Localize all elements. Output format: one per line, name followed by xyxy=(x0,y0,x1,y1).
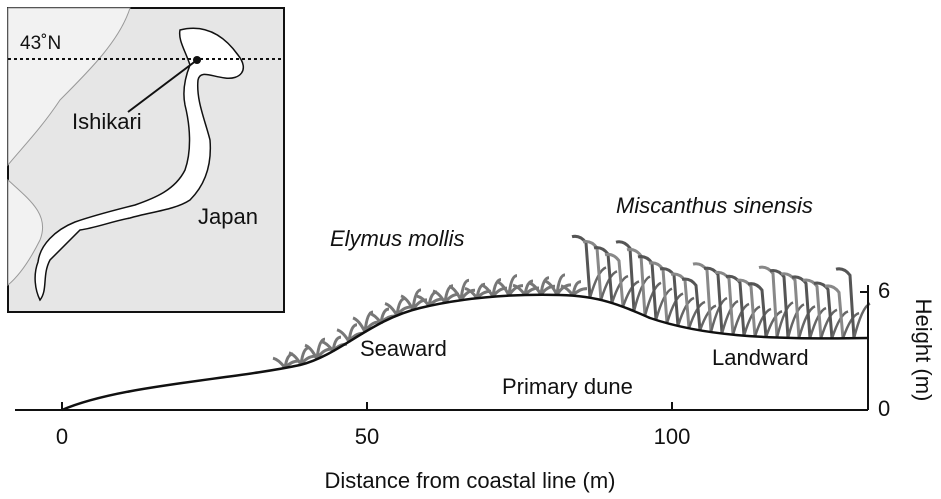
miscanthus-stem xyxy=(736,278,757,337)
country-label: Japan xyxy=(198,204,258,229)
japan-outline xyxy=(34,27,244,302)
miscanthus-stem xyxy=(802,278,823,339)
x-tick-label: 0 xyxy=(56,424,68,449)
x-tick-label: 50 xyxy=(355,424,379,449)
y-axis-label: Height (m) xyxy=(911,299,936,402)
y-tick-label: 0 xyxy=(878,396,890,421)
miscanthus-stem xyxy=(791,275,812,339)
miscanthus-stem xyxy=(747,282,768,338)
miscanthus-stem xyxy=(769,269,790,339)
map-inset: 43˚N Ishikari Japan xyxy=(7,7,285,313)
pointer-line xyxy=(127,59,198,113)
ishikari-dot xyxy=(193,56,201,64)
miscanthus-stem xyxy=(714,270,735,335)
elymus-tuft xyxy=(448,278,476,302)
zone-label: Landward xyxy=(712,345,809,370)
miscanthus-leaf xyxy=(621,280,640,308)
zone-label: Seaward xyxy=(360,336,447,361)
zone-label: Primary dune xyxy=(502,374,633,399)
vegetation xyxy=(272,234,871,369)
y-tick-label: 6 xyxy=(878,278,890,303)
x-tick-label: 100 xyxy=(654,424,691,449)
dune-profile xyxy=(61,293,869,412)
species-label: Elymus mollis xyxy=(330,226,464,251)
miscanthus-stem xyxy=(604,252,625,307)
miscanthus-stem xyxy=(725,274,746,336)
miscanthus-stem xyxy=(692,262,713,333)
miscanthus-leaf xyxy=(841,311,860,339)
species-label: Miscanthus sinensis xyxy=(616,193,813,218)
miscanthus-stem xyxy=(824,284,845,339)
miscanthus-stem xyxy=(835,267,856,339)
peninsula xyxy=(7,178,44,287)
mainland-coast xyxy=(7,7,131,167)
place-label: Ishikari xyxy=(72,109,142,134)
miscanthus-leaf xyxy=(698,304,717,331)
elymus-tuft xyxy=(496,274,524,297)
elymus-tuft xyxy=(560,280,588,297)
x-axis-label: Distance from coastal line (m) xyxy=(325,468,616,493)
miscanthus-stem xyxy=(758,265,779,338)
elymus-tuft xyxy=(528,276,556,296)
miscanthus-stem xyxy=(780,272,801,339)
miscanthus-stem xyxy=(813,281,834,339)
latitude-label: 43˚N xyxy=(20,33,61,54)
miscanthus-stem xyxy=(703,266,724,334)
miscanthus-stem xyxy=(681,277,702,331)
miscanthus-leaf xyxy=(764,310,783,338)
